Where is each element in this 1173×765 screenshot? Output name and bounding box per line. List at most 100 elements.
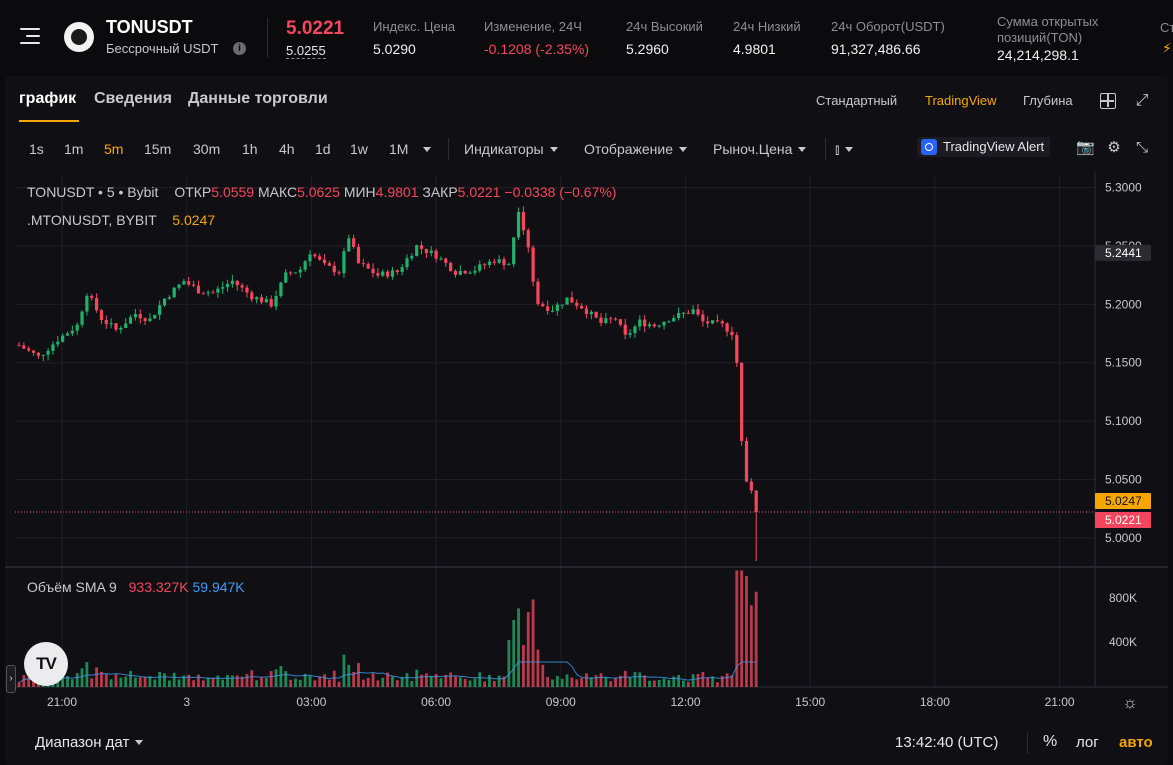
timeframe-4h[interactable]: 4h	[279, 141, 295, 157]
candle-body	[75, 324, 79, 331]
volume-bar	[148, 676, 152, 687]
percent-scale-toggle[interactable]: %	[1043, 733, 1058, 750]
timeframe-1m[interactable]: 1m	[64, 141, 84, 157]
symbol-name[interactable]: TONUSDT	[106, 17, 193, 37]
candle-body	[599, 317, 603, 324]
legend-close-value: 5.0221	[457, 184, 501, 200]
camera-icon[interactable]: 📷	[1076, 139, 1095, 156]
price-chart[interactable]: 5.30005.25005.20005.15005.10005.05005.00…	[5, 172, 1168, 732]
volume-bar	[405, 673, 409, 687]
volume-bar	[371, 673, 375, 687]
candle-body	[274, 296, 278, 307]
volume-bar	[352, 671, 356, 687]
menu-icon[interactable]	[20, 25, 44, 47]
view-standard[interactable]: Стандартный	[816, 93, 898, 108]
legend-volume-value: 933.327K	[128, 579, 189, 595]
volume-bar	[648, 680, 651, 687]
settings-icon: ☼	[1122, 693, 1138, 712]
chart-type-dropdown[interactable]: ⫾	[835, 141, 854, 158]
volume-bar	[488, 674, 491, 687]
volume-bar	[706, 677, 710, 687]
candle-body	[512, 237, 516, 265]
volume-bar	[677, 675, 680, 687]
time-axis-tick: 21:00	[1045, 695, 1075, 709]
stat-turnover-24h: 24ч Оборот(USDT) 91,327,486.66	[831, 19, 945, 57]
display-dropdown[interactable]: Отображение	[584, 141, 688, 157]
candle-body	[410, 255, 414, 259]
fullscreen-icon[interactable]: ⤢	[1135, 92, 1149, 109]
candle-body	[318, 256, 322, 260]
price-type-dropdown[interactable]: Рыноч.Цена	[713, 141, 807, 157]
stat-high-24h: 24ч Высокий 5.2960	[626, 19, 703, 57]
stat-index-price: Индекс. Цена 5.0290	[373, 19, 455, 57]
auto-scale-toggle[interactable]: авто	[1119, 734, 1153, 751]
candle-body	[201, 293, 205, 295]
volume-bar	[425, 673, 428, 687]
volume-bar	[439, 678, 443, 687]
volume-bar	[643, 675, 647, 687]
mark-price[interactable]: 5.0255	[286, 43, 326, 59]
tab-trading-data[interactable]: Данные торговли	[188, 90, 328, 107]
candle-body	[395, 270, 399, 272]
settings-icon[interactable]: ⚙	[1107, 139, 1121, 156]
view-tradingview[interactable]: TradingView	[925, 93, 997, 108]
volume-bar	[575, 679, 579, 687]
info-icon[interactable]: i	[233, 42, 246, 55]
candle-body	[356, 246, 361, 264]
log-scale-toggle[interactable]: лог	[1076, 734, 1099, 751]
volume-bar	[594, 675, 598, 687]
volume-bar	[633, 672, 637, 687]
legend-low-label: МИН	[343, 184, 376, 200]
candle-body	[419, 245, 424, 249]
ticker-header: TONUSDT Бессрочный USDT i 5.0221 5.0255 …	[0, 0, 1173, 72]
view-depth[interactable]: Глубина	[1023, 93, 1073, 108]
candle-body	[580, 305, 584, 309]
utc-clock[interactable]: 13:42:40 (UTC)	[895, 734, 999, 751]
candlestick-icon: ⫾	[835, 141, 840, 157]
volume-bar	[279, 666, 283, 687]
timeframe-more-dropdown[interactable]	[417, 141, 431, 157]
tradingview-alert-button[interactable]: TradingView Alert	[917, 137, 1051, 157]
candle-body	[386, 271, 390, 277]
ohlc-legend: TONUSDT • 5 • Bybit ОТКР5.0559 МАКС5.062…	[27, 184, 616, 200]
price-axis-tick: 5.3000	[1105, 181, 1142, 195]
timeframe-1d[interactable]: 1d	[315, 141, 331, 157]
volume-bar	[609, 681, 613, 687]
indicators-dropdown[interactable]: Индикаторы	[464, 141, 558, 157]
volume-bar	[555, 676, 559, 687]
legend-open-label: ОТКР	[174, 184, 212, 200]
timeframe-1h[interactable]: 1h	[242, 141, 258, 157]
candle-body	[643, 319, 647, 327]
candle-body	[289, 272, 293, 274]
candle-body	[172, 287, 176, 298]
volume-bar	[570, 677, 574, 687]
timeframe-1w[interactable]: 1w	[350, 141, 368, 157]
tab-chart[interactable]: график	[19, 90, 77, 107]
fullscreen-chart-icon[interactable]: ⤡	[1135, 139, 1148, 156]
volume-bar	[347, 664, 351, 687]
volume-bar	[638, 672, 642, 687]
layout-grid-icon[interactable]	[1100, 93, 1116, 109]
tab-info[interactable]: Сведения	[94, 90, 172, 107]
tradingview-logo[interactable]: TV	[24, 642, 68, 686]
timeframe-5m[interactable]: 5m	[104, 141, 124, 157]
volume-bar	[745, 576, 748, 687]
chevron-down-icon	[549, 147, 558, 152]
chart-area[interactable]: 5.30005.25005.20005.15005.10005.05005.00…	[5, 172, 1168, 732]
volume-bar	[444, 674, 448, 687]
timeframe-15m[interactable]: 15m	[144, 141, 172, 157]
date-range-dropdown[interactable]: Диапазон дат	[35, 734, 144, 751]
candle-body	[332, 265, 336, 273]
time-axis-tick: 12:00	[670, 695, 700, 709]
volume-bar	[667, 679, 671, 687]
expand-sidebar-icon[interactable]: ›	[6, 665, 16, 693]
candle-body	[735, 335, 739, 363]
timeframe-30m[interactable]: 30m	[193, 141, 221, 157]
candle-body	[99, 310, 104, 321]
volume-bar	[129, 670, 132, 687]
volume-bar	[80, 668, 84, 687]
candle-body	[667, 321, 671, 323]
timeframe-1M[interactable]: 1M	[389, 141, 409, 157]
volume-bar	[172, 672, 176, 687]
timeframe-1s[interactable]: 1s	[29, 141, 44, 157]
